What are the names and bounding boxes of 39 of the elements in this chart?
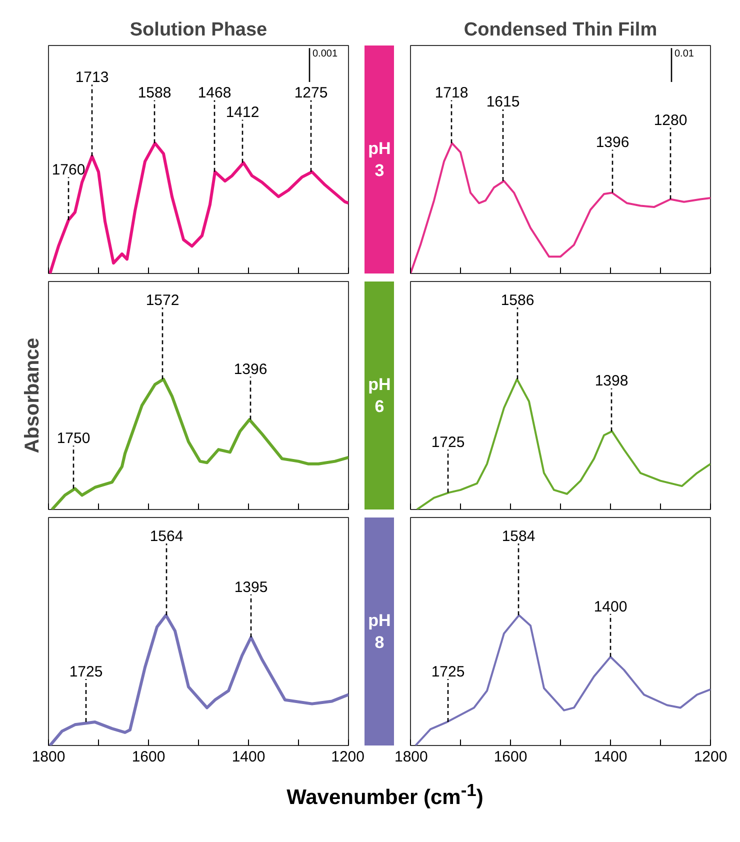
annotation: 1760 xyxy=(52,161,86,178)
x-tick-label: 1600 xyxy=(494,748,528,766)
annotation: 1572 xyxy=(146,292,180,309)
chart-title: Condensed Thin Film xyxy=(464,20,658,40)
text: 0.001 xyxy=(312,48,338,60)
annotation: 1395 xyxy=(234,578,268,596)
chart-title: Solution Phase xyxy=(130,20,268,40)
annotation: 1396 xyxy=(596,134,630,152)
annotation: 1275 xyxy=(294,84,328,102)
x-tick-label: 1800 xyxy=(32,748,66,766)
annotation: 1725 xyxy=(431,663,465,680)
text: pH 3 xyxy=(368,139,391,180)
annotation: 1725 xyxy=(69,663,103,680)
text: pH 6 xyxy=(368,375,391,416)
x-axis-title: Wavenumber (cm$^{-1}$) xyxy=(286,779,484,811)
text: 0.01 xyxy=(674,48,694,60)
annotation: 1713 xyxy=(75,68,109,86)
x-tick-label: 1200 xyxy=(694,748,728,766)
annotation: 1280 xyxy=(654,112,688,129)
annotation: 1725 xyxy=(431,434,465,451)
x-tick-label: 1200 xyxy=(331,748,365,766)
annotation: 1718 xyxy=(434,84,468,102)
x-tick-label: 1400 xyxy=(232,748,266,766)
text: pH 8 xyxy=(368,611,391,652)
annotation: 1586 xyxy=(500,292,534,309)
annotation: 1588 xyxy=(138,84,172,102)
annotation: 1615 xyxy=(486,94,520,111)
annotation: 1750 xyxy=(56,430,90,448)
y-axis-title: Absorbance xyxy=(22,338,44,454)
annotation: 1412 xyxy=(226,104,260,122)
annotation: 1400 xyxy=(594,598,628,616)
annotation: 1396 xyxy=(234,361,268,378)
annotation: 1468 xyxy=(198,84,232,102)
x-tick-label: 1400 xyxy=(594,748,628,766)
annotation: 1398 xyxy=(594,372,628,390)
annotation: 1584 xyxy=(502,528,536,545)
x-tick-label: 1800 xyxy=(394,748,428,766)
x-tick-label: 1600 xyxy=(132,748,166,766)
annotation: 1564 xyxy=(150,528,184,545)
